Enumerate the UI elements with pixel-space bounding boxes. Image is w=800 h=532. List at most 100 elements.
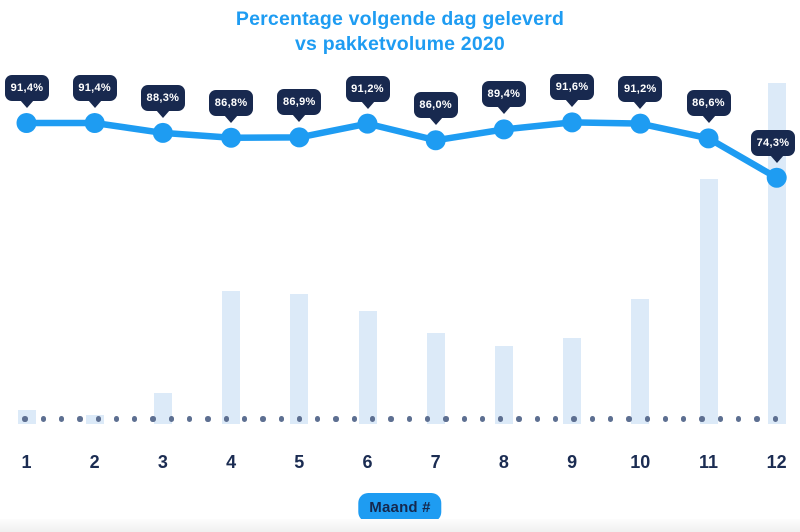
line-point-marker [630, 113, 651, 134]
baseline-dot [205, 416, 211, 422]
x-axis-tick-label: 4 [226, 452, 237, 472]
volume-bar [153, 392, 172, 424]
data-label-value: 89,4% [487, 88, 521, 101]
data-label-value: 91,2% [351, 82, 384, 95]
tooltip-pointer [769, 154, 784, 163]
line-point-marker [493, 119, 514, 140]
baseline-dot [150, 416, 156, 422]
data-label-tooltip: 91,4% [72, 75, 117, 108]
data-label-tooltip: 86,9% [277, 89, 322, 123]
baseline-dot [260, 416, 266, 422]
baseline-dot [681, 416, 687, 422]
data-label-tooltip: 91,2% [345, 75, 390, 109]
baseline-dot [95, 416, 101, 422]
x-axis-tick-label: 1 [21, 452, 32, 472]
baseline-dot [571, 416, 577, 422]
percentage-line [23, 119, 780, 181]
volume-bar [631, 298, 650, 424]
chart-title-line2: vs pakketvolume 2020 [295, 32, 505, 55]
tooltip-pointer [565, 99, 580, 108]
baseline-dot [424, 416, 431, 422]
volume-bar [426, 332, 445, 424]
data-label-value: 74,3% [756, 136, 790, 149]
tooltip-pointer [701, 115, 716, 124]
line-point-marker [84, 113, 105, 133]
baseline-dot [241, 416, 248, 422]
baseline-dot [516, 416, 522, 422]
baseline-dot [388, 416, 394, 422]
baseline-dot [662, 416, 669, 422]
data-label-tooltip: 91,4% [5, 75, 49, 108]
x-axis-tick-label: 5 [294, 452, 305, 472]
baseline-dot [333, 416, 339, 422]
baseline-dot [351, 416, 358, 422]
tooltip-pointer [360, 100, 375, 109]
volume-bar [699, 179, 718, 424]
baseline-dot [278, 416, 284, 422]
data-label-value: 91,2% [623, 82, 657, 95]
baseline-dot [443, 416, 449, 422]
baseline-dot [553, 416, 559, 422]
tooltip-pointer [87, 100, 102, 108]
x-axis-tick-label: 8 [498, 452, 509, 472]
baseline-dot [626, 416, 632, 422]
data-label-tooltip: 91,2% [618, 75, 663, 109]
tooltip-pointer [155, 109, 170, 118]
chart-title-line1: Percentage volgende dag geleverd [235, 8, 565, 30]
x-axis-tick-label: 3 [157, 452, 168, 472]
baseline-dot [187, 416, 193, 422]
baseline-dot [772, 416, 778, 422]
x-axis-tick-label: 11 [698, 452, 719, 472]
x-axis-tick-label: 9 [567, 452, 578, 472]
x-axis-title-badge: Maand # [358, 493, 442, 522]
line-point-marker [221, 127, 242, 148]
baseline-dot [132, 416, 138, 422]
data-label-tooltip: 86,6% [686, 90, 731, 124]
volume-bar [563, 338, 582, 424]
data-label-value: 91,6% [555, 81, 589, 94]
line-point-marker [562, 112, 583, 133]
line-point-marker [152, 122, 173, 143]
line-point-marker [698, 128, 719, 149]
line-point-marker [766, 167, 787, 188]
x-axis-tick-label: 12 [766, 452, 787, 472]
baseline-dot [607, 416, 614, 422]
baseline-dot [589, 416, 595, 422]
data-label-value: 86,6% [692, 97, 725, 110]
baseline-dot [644, 416, 650, 422]
volume-bar [358, 311, 377, 424]
x-axis-tick-label: 6 [362, 452, 373, 472]
baseline-dot [58, 416, 65, 422]
line-point-marker [425, 130, 446, 151]
data-label-value: 86,0% [419, 99, 453, 112]
x-axis-tick-label: 7 [430, 452, 441, 472]
baseline-dot [754, 416, 760, 422]
baseline-dot [534, 416, 541, 422]
baseline-dot [479, 416, 486, 422]
line-point-marker [16, 113, 37, 133]
line-point-marker [357, 113, 378, 134]
baseline-dot [315, 416, 321, 422]
baseline-dot [168, 416, 175, 422]
data-label-value: 88,3% [146, 91, 180, 104]
volume-bar [767, 83, 786, 424]
data-label-tooltip: 91,6% [550, 74, 595, 108]
data-label-tooltip: 89,4% [481, 81, 526, 115]
data-label-tooltip: 86,8% [209, 89, 254, 123]
volume-bar [222, 291, 241, 424]
tooltip-pointer [633, 100, 648, 109]
tooltip-pointer [19, 100, 34, 108]
bottom-edge-strip [0, 519, 800, 532]
baseline-dot [77, 416, 83, 422]
volume-bar [494, 345, 513, 424]
chart-title: Percentage volgende dag geleverd vs pakk… [0, 7, 800, 56]
x-axis-tick-label: 2 [89, 452, 100, 472]
line-point-marker [289, 127, 310, 148]
baseline-dot [699, 416, 705, 422]
baseline-dot [717, 416, 724, 422]
